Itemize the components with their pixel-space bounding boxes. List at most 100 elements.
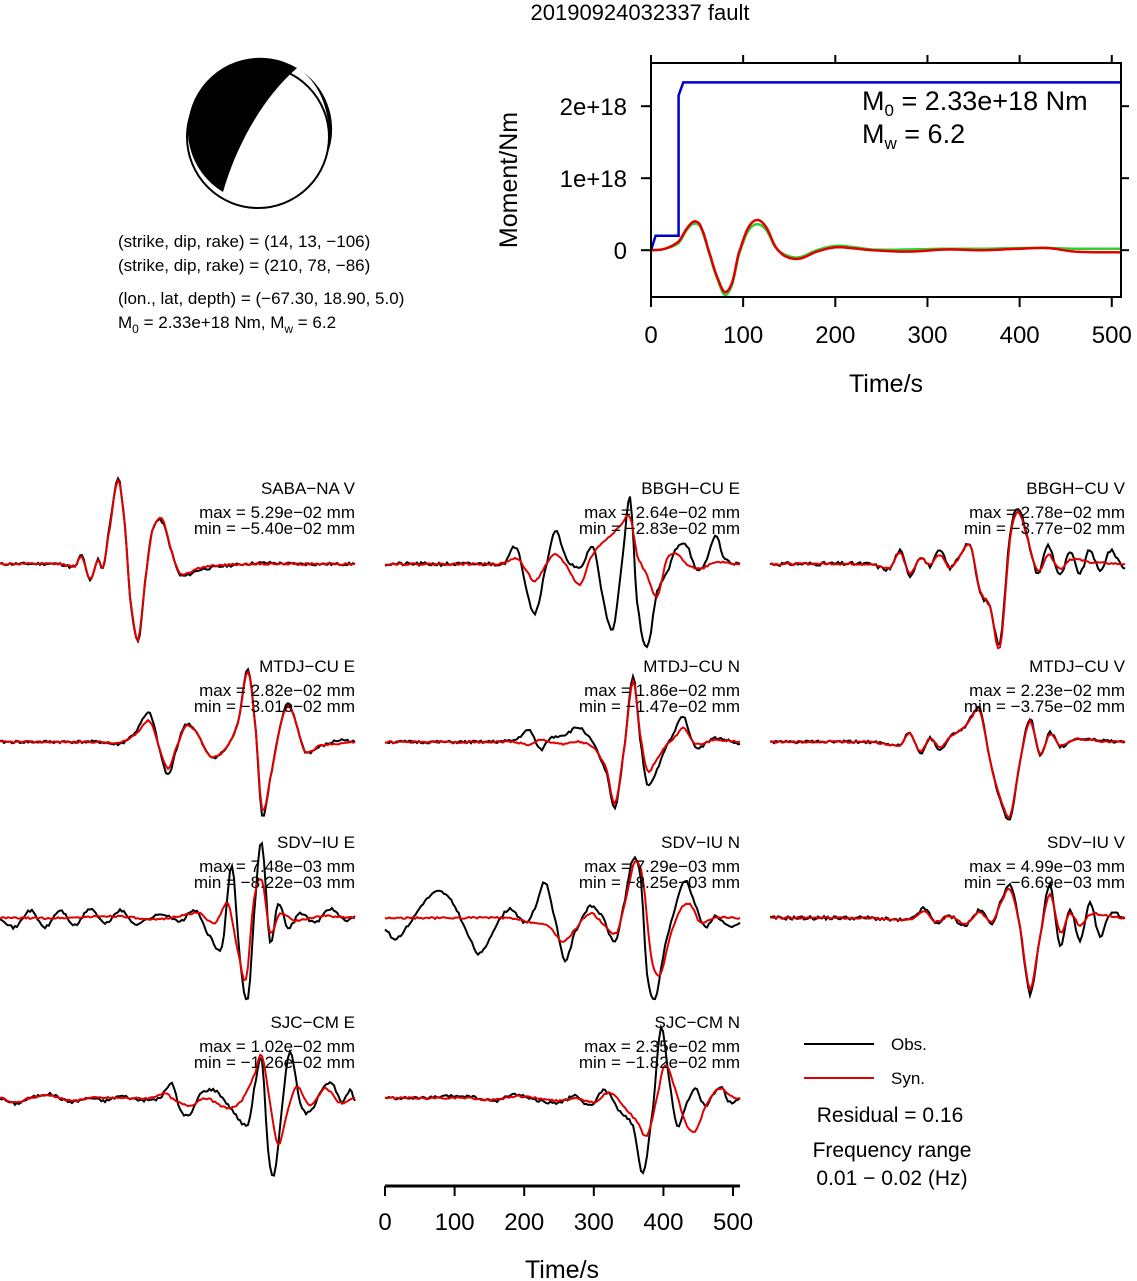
waveform-x-axis-label: Time/s bbox=[525, 1256, 599, 1281]
station-max: max = 2.23e−02 mm bbox=[969, 681, 1125, 700]
x-axis-label: Time/s bbox=[849, 370, 923, 398]
station-min: min = −5.40e−02 mm bbox=[194, 519, 355, 538]
x-tick-label: 100 bbox=[723, 322, 763, 349]
station-name: SDV−IU E bbox=[277, 833, 355, 852]
plot-frame bbox=[650, 62, 1122, 298]
synthetic-trace bbox=[0, 669, 356, 811]
residual-label: Residual = 0.16 bbox=[817, 1104, 964, 1127]
stf-series-green bbox=[650, 222, 1121, 297]
waveform-x-tick-label: 100 bbox=[435, 1209, 475, 1236]
legend: Obs. Syn. bbox=[804, 1035, 927, 1088]
waveform-x-tick-label: 0 bbox=[378, 1209, 391, 1236]
moment-lines bbox=[649, 81, 1122, 297]
x-tick-label: 300 bbox=[907, 322, 947, 349]
station-min: min = −3.75e−02 mm bbox=[964, 697, 1125, 716]
beachball-icon bbox=[186, 57, 333, 209]
y-tick-label: 1e+18 bbox=[560, 166, 627, 193]
x-tick-label: 400 bbox=[1000, 322, 1040, 349]
frequency-range: 0.01 − 0.02 (Hz) bbox=[816, 1167, 967, 1190]
synthetic-trace bbox=[384, 1064, 741, 1138]
x-tick-label: 500 bbox=[1092, 322, 1132, 349]
station-min: min = −1.47e−02 mm bbox=[579, 697, 740, 716]
waveform-time-axis: 0 100 200 300 400 500 bbox=[378, 1184, 753, 1236]
waveform-x-tick-label: 200 bbox=[504, 1209, 544, 1236]
waveform-x-tick-label: 300 bbox=[574, 1209, 614, 1236]
mw-annotation-base: M bbox=[862, 119, 885, 149]
observed-trace bbox=[769, 705, 1126, 821]
station-name: MTDJ−CU E bbox=[259, 657, 355, 676]
waveform-x-tick-label: 400 bbox=[643, 1209, 683, 1236]
station-max: max = 7.48e−03 mm bbox=[199, 857, 355, 876]
station-max: max = 1.02e−02 mm bbox=[199, 1037, 355, 1056]
cumulative-moment-series bbox=[649, 81, 1121, 251]
observed-trace bbox=[769, 880, 1126, 1000]
station-min: min = −6.69e−03 mm bbox=[964, 873, 1125, 892]
station-name: MTDJ−CU N bbox=[643, 657, 740, 676]
station-max: max = 5.29e−02 mm bbox=[199, 503, 355, 522]
station-name: SABA−NA V bbox=[261, 479, 356, 498]
synthetic-trace bbox=[769, 709, 1126, 819]
y-tick-label: 2e+18 bbox=[560, 94, 627, 121]
synthetic-trace bbox=[384, 859, 741, 977]
synthetic-trace bbox=[769, 887, 1126, 993]
mw-annotation-value: = 6.2 bbox=[897, 119, 965, 149]
moment-axes: 0 100 200 300 400 500 0 1e+18 2e+18 bbox=[560, 55, 1132, 349]
station-name: BBGH−CU E bbox=[641, 479, 740, 498]
station-max: max = 4.99e−03 mm bbox=[969, 857, 1125, 876]
station-name: SJC−CM E bbox=[270, 1013, 355, 1032]
station-max: max = 1.86e−02 mm bbox=[584, 681, 740, 700]
m0-annotation: M0 = 2.33e+18 Nm bbox=[862, 86, 1088, 120]
station-name: SDV−IU V bbox=[1047, 833, 1126, 852]
synthetic-trace bbox=[0, 878, 356, 982]
station-max: max = 2.78e−02 mm bbox=[969, 503, 1125, 522]
station-name: MTDJ−CU V bbox=[1029, 657, 1126, 676]
x-tick-label: 0 bbox=[644, 322, 657, 349]
synthetic-trace bbox=[0, 1053, 356, 1147]
observed-trace bbox=[384, 855, 741, 1001]
station-max: max = 7.29e−03 mm bbox=[584, 857, 740, 876]
legend-syn-label: Syn. bbox=[891, 1069, 925, 1088]
m0-annotation-value: = 2.33e+18 Nm bbox=[894, 86, 1088, 116]
m0-annotation-sub: 0 bbox=[885, 101, 894, 120]
synthetic-trace bbox=[769, 509, 1126, 650]
moment-line: M0 = 2.33e+18 Nm, Mw = 6.2 bbox=[118, 313, 336, 336]
mw-annotation: Mw = 6.2 bbox=[862, 119, 965, 153]
y-axis-label: Moment/Nm bbox=[495, 112, 523, 248]
station-min: min = −1.26e−02 mm bbox=[194, 1053, 355, 1072]
station-min: min = −3.77e−02 mm bbox=[964, 519, 1125, 538]
station-min: min = −8.25e−03 mm bbox=[579, 873, 740, 892]
moment-rate-plot: 0 100 200 300 400 500 0 1e+18 2e+18 Moment/Nm Ti… bbox=[495, 55, 1132, 398]
observed-trace bbox=[0, 841, 356, 1001]
synthetic-trace bbox=[385, 513, 741, 599]
station-name: SJC−CM N bbox=[655, 1013, 740, 1032]
station-min: min = −1.82e−02 mm bbox=[579, 1053, 740, 1072]
station-min: min = −2.83e−02 mm bbox=[579, 519, 740, 538]
station-max: max = 2.35e−02 mm bbox=[584, 1037, 740, 1056]
figure-title: 20190924032337 fault bbox=[531, 0, 750, 25]
mw-annotation-sub: w bbox=[884, 134, 898, 153]
legend-obs-label: Obs. bbox=[891, 1035, 927, 1054]
stf-series-red bbox=[650, 218, 1122, 294]
synthetic-trace bbox=[384, 677, 741, 807]
np2-line: (strike, dip, rake) = (210, 78, −86) bbox=[118, 256, 370, 275]
mw-subscript: w bbox=[283, 322, 293, 336]
mw-value: = 6.2 bbox=[293, 313, 336, 332]
station-min: min = −3.01e−02 mm bbox=[194, 697, 355, 716]
y-tick-label: 0 bbox=[614, 238, 627, 265]
x-tick-label: 200 bbox=[815, 322, 855, 349]
station-name: BBGH−CU V bbox=[1026, 479, 1125, 498]
np1-line: (strike, dip, rake) = (14, 13, −106) bbox=[118, 232, 370, 251]
m0-annotation-base: M bbox=[862, 86, 885, 116]
waveform-x-tick-label: 500 bbox=[713, 1209, 753, 1236]
